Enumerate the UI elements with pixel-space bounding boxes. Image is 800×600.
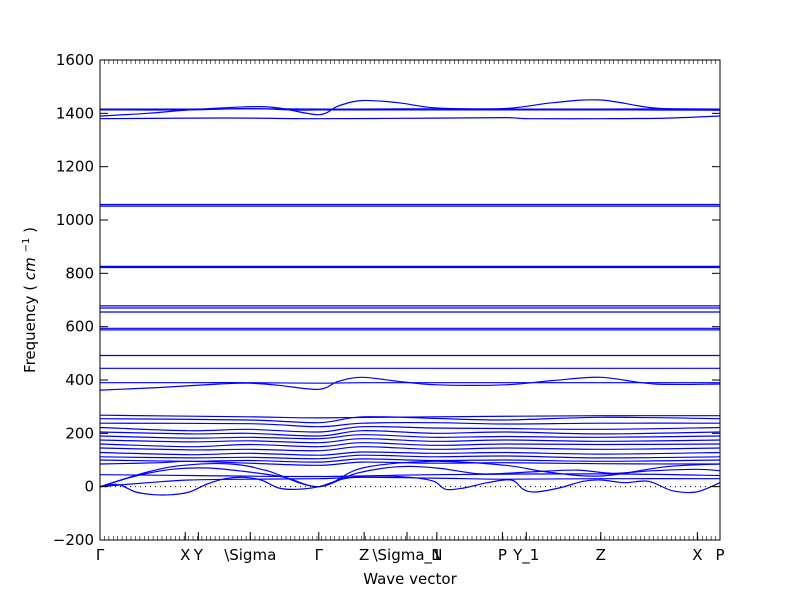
x-axis-label: Wave vector	[363, 570, 457, 588]
y-tick-label: −200	[53, 531, 94, 549]
y-tick-label: 800	[65, 264, 94, 282]
x-axis-ticks: Γ X Y \Sigma Γ Z \Sigma_1N P Y_1 Z X P	[96, 532, 725, 565]
x-tick-label: Γ	[96, 546, 105, 564]
band-line-20	[99, 421, 721, 428]
minor-x-ticks	[99, 60, 721, 540]
band-line-35	[99, 473, 721, 478]
band-line-26	[99, 446, 721, 452]
band-line-25	[99, 442, 721, 448]
y-tick-label: 400	[65, 371, 94, 389]
x-tick-label: P	[715, 546, 724, 564]
y-tick-label: 1400	[56, 104, 94, 122]
x-tick-label: N	[431, 546, 442, 564]
y-tick-label: 0	[84, 478, 94, 496]
band-line-31	[99, 460, 721, 488]
y-tick-label: 1600	[56, 51, 94, 69]
band-line-16	[99, 382, 720, 384]
band-line-34	[99, 476, 721, 488]
band-line-3	[99, 99, 721, 117]
x-tick-label: Z	[359, 546, 369, 564]
x-tick-label: Y	[193, 546, 204, 564]
y-axis-ticks: −200 0 200 400 600 800 1000 1200 1400 1600	[53, 51, 720, 549]
y-axis-label-paren-open: (	[21, 285, 39, 291]
x-tick-label: X	[180, 546, 190, 564]
y-tick-label: 600	[65, 318, 94, 336]
y-axis-label-unit-exp: −1	[21, 238, 32, 253]
x-tick-label: X	[692, 546, 702, 564]
x-tick-label: Γ	[315, 546, 324, 564]
y-axis-label: Frequency ( cm −1 )	[15, 227, 39, 373]
band-line-23	[99, 434, 721, 440]
band-line-27	[99, 451, 721, 456]
series-lines	[99, 99, 721, 496]
y-tick-label: 1000	[56, 211, 94, 229]
y-tick-label: 1200	[56, 158, 94, 176]
band-line-22	[99, 430, 721, 437]
band-line-24	[99, 438, 721, 444]
band-line-4	[99, 115, 721, 120]
y-axis-label-text: Frequency	[21, 295, 39, 373]
band-line-28	[99, 454, 721, 460]
x-tick-label: \Sigma_1	[372, 546, 441, 565]
band-line-19	[99, 416, 721, 424]
band-line-32	[99, 465, 721, 488]
band-line-17	[99, 376, 721, 391]
band-line-30	[99, 460, 721, 466]
band-line-21	[99, 425, 721, 433]
y-axis-label-paren-close: )	[21, 227, 39, 233]
x-tick-label: Y_1	[512, 546, 539, 565]
x-tick-label: Z	[596, 546, 606, 564]
y-axis-label-unit: cm	[21, 257, 39, 280]
x-tick-label: P	[498, 546, 507, 564]
y-tick-label: 200	[65, 424, 94, 442]
x-tick-label: \Sigma	[224, 546, 276, 564]
plot-frame	[99, 59, 721, 541]
band-line-2	[99, 107, 721, 111]
